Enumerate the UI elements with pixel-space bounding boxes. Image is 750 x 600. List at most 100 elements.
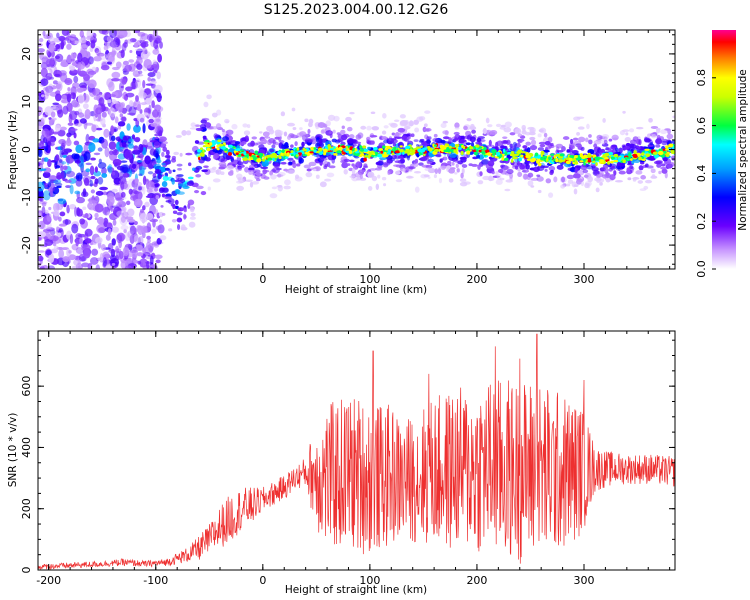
spectrogram-cell (149, 218, 159, 223)
spectrogram-cell (127, 143, 135, 149)
spectrogram-cell (608, 138, 613, 142)
spectrogram-y-tick-label: 0 (20, 146, 33, 153)
spectrogram-cell (135, 78, 142, 89)
spectrogram-cell (146, 188, 153, 194)
spectrogram-ridge-cell (304, 151, 309, 155)
spectrogram-cell (43, 147, 49, 151)
spectrogram-cell (629, 139, 638, 145)
spectrogram-cell (383, 183, 387, 187)
spectrogram-cell (121, 141, 127, 148)
spectrogram-cell (672, 115, 675, 119)
spectrogram-cell (213, 133, 218, 139)
spectrogram-cell (660, 129, 668, 135)
spectrogram-cell (157, 53, 162, 63)
snr-x-axis-label: Height of straight line (km) (285, 584, 427, 596)
spectrogram-cell (660, 163, 666, 167)
spectrogram-ridge-cell (486, 152, 492, 156)
spectrogram-cell (602, 117, 606, 123)
spectrogram-cell (548, 165, 556, 172)
spectrogram-cell (525, 169, 530, 173)
spectrogram-cell (38, 255, 44, 262)
spectrogram-cell (98, 97, 105, 106)
spectrogram-cell (416, 143, 420, 148)
spectrogram-cell (544, 168, 548, 172)
spectrogram-cell (582, 169, 589, 174)
spectrogram-cell (215, 168, 222, 175)
spectrogram-cell (84, 108, 91, 120)
spectrogram-cell (111, 226, 119, 233)
spectrogram-cell (177, 177, 184, 182)
spectrogram-cell (133, 221, 138, 226)
spectrogram-cell (69, 233, 74, 245)
spectrogram-cell (147, 141, 153, 149)
spectrogram-cell (84, 238, 92, 244)
spectrogram-cell (341, 134, 348, 141)
spectrogram-cell (525, 141, 532, 146)
spectrogram-cell (334, 139, 341, 144)
spectrogram-cell (646, 133, 651, 139)
spectrogram-cell (111, 71, 121, 79)
spectrogram-cell (456, 168, 460, 173)
spectrogram-cell (336, 132, 341, 136)
spectrogram-cell (136, 190, 143, 201)
spectrogram-cell (221, 128, 225, 133)
spectrogram-cell (635, 126, 644, 130)
spectrogram-cell (71, 153, 78, 160)
spectrogram-cell (161, 162, 166, 166)
spectrogram-cell (98, 158, 102, 164)
spectrogram-cell (88, 200, 98, 205)
spectrogram-cell (655, 127, 661, 131)
spectrogram-cell (174, 205, 179, 210)
spectrogram-ridge-cell (462, 145, 466, 150)
spectrogram-ridge-cell (217, 139, 222, 143)
spectrogram-ridge-cell (510, 158, 514, 163)
spectrogram-cell (95, 50, 102, 57)
spectrogram-cell (123, 228, 127, 234)
spectrogram-cell (264, 150, 269, 154)
spectrogram-cell (142, 205, 146, 211)
spectrogram-cell (87, 79, 97, 89)
spectrogram-cell (611, 144, 618, 148)
spectrogram-cell (66, 39, 72, 44)
spectrogram-cell (241, 141, 247, 145)
spectrogram-cell (57, 216, 62, 222)
spectrogram-ridge-cell (345, 145, 349, 149)
spectrogram-cell (111, 238, 116, 246)
spectrogram-cell (586, 123, 590, 130)
spectrogram-cell (135, 48, 144, 52)
spectrogram-ridge-cell (198, 156, 201, 161)
spectrogram-cell (276, 185, 283, 188)
spectrogram-ridge-cell (665, 145, 669, 149)
spectrogram-ridge-cell (657, 150, 664, 156)
spectrogram-cell (155, 118, 161, 122)
spectrogram-cell (522, 145, 528, 149)
spectrogram-cell (244, 166, 250, 173)
spectrogram-cell (593, 143, 598, 148)
spectrogram-cell (317, 122, 326, 128)
spectrogram-cell (122, 246, 130, 257)
spectrogram-cell (449, 152, 458, 158)
spectrogram-cell (71, 40, 75, 45)
spectrogram-cell (111, 188, 118, 193)
spectrogram-ridge-cell (313, 147, 317, 150)
spectrogram-cell (65, 139, 72, 147)
spectrogram-cell (416, 116, 424, 122)
spectrogram-cell (82, 103, 89, 109)
colorbar: 0.0 0.2 0.4 0.6 0.8 Normalized spectral ampl… (695, 30, 749, 278)
spectrogram-cell (103, 190, 107, 196)
spectrogram-cell (454, 137, 459, 141)
spectrogram-cell (112, 158, 122, 166)
spectrogram-cell (171, 155, 176, 160)
spectrogram-cell (536, 176, 544, 182)
spectrogram-cell (556, 164, 564, 170)
spectrogram-cell (106, 211, 111, 216)
spectrogram-cell (629, 143, 637, 149)
spectrogram-cell (45, 249, 52, 256)
spectrogram-cell (60, 61, 69, 68)
spectrogram-ridge-cell (202, 149, 205, 153)
spectrogram-cell (71, 99, 79, 108)
spectrogram-cell (83, 249, 91, 259)
spectrogram-ridge-cell (641, 158, 646, 161)
spectrogram-cell (624, 136, 631, 142)
spectrogram-cell (129, 100, 134, 107)
